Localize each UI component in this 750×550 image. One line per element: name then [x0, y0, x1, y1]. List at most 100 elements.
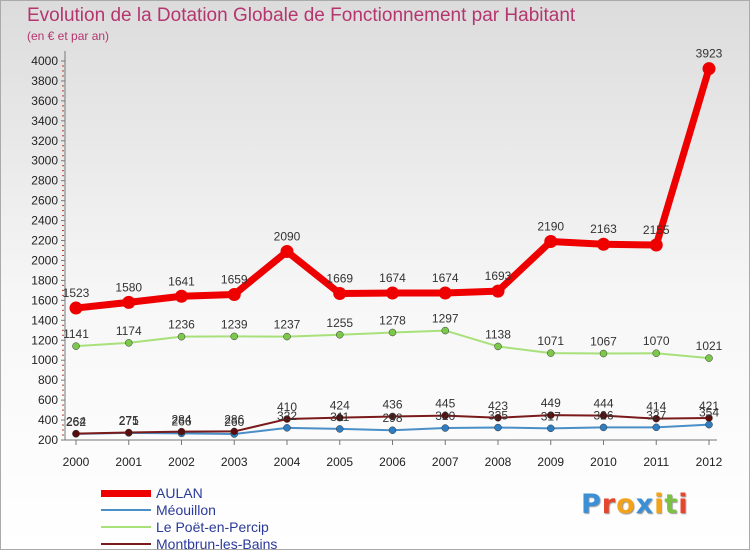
data-point	[438, 286, 452, 300]
data-point	[441, 424, 449, 432]
y-minor-dot	[62, 165, 64, 167]
data-label: 2163	[590, 222, 617, 236]
y-minor-dot	[62, 90, 64, 92]
data-label: 421	[699, 399, 719, 413]
data-label: 1071	[537, 334, 564, 348]
y-tick-label: 200	[38, 433, 58, 447]
data-label: 424	[330, 399, 350, 413]
y-tick-label: 3800	[31, 74, 58, 88]
x-tick-label: 2011	[643, 455, 669, 469]
data-label: 1659	[221, 272, 248, 286]
y-minor-dot	[62, 210, 64, 212]
data-point	[122, 295, 136, 309]
data-label: 1278	[379, 313, 406, 327]
data-label: 1523	[63, 286, 90, 300]
data-label: 1021	[696, 339, 723, 353]
data-point	[177, 427, 186, 436]
y-minor-dot	[62, 409, 64, 411]
data-point	[72, 342, 80, 350]
y-minor-dot	[62, 374, 64, 376]
y-minor-dot	[62, 404, 64, 406]
data-label: 1239	[221, 317, 248, 331]
data-label: 271	[119, 414, 139, 428]
x-tick-label: 2000	[63, 455, 90, 469]
data-point	[599, 349, 608, 358]
data-label: 262	[66, 415, 86, 429]
data-label: 284	[171, 413, 191, 427]
data-label: 322	[277, 409, 297, 423]
data-label: 354	[699, 406, 719, 420]
y-minor-dot	[62, 95, 64, 97]
data-point	[125, 339, 133, 347]
y-minor-dot	[62, 175, 64, 177]
y-minor-dot	[62, 195, 64, 197]
logo-letter: t	[664, 489, 679, 520]
data-point	[652, 349, 660, 357]
data-point	[230, 427, 238, 436]
x-tick-label: 2009	[537, 455, 564, 469]
y-minor-dot	[62, 369, 64, 371]
data-label: 2155	[643, 223, 670, 237]
y-minor-dot	[62, 289, 64, 291]
y-tick-label: 3200	[31, 134, 58, 148]
y-minor-dot	[62, 424, 64, 426]
data-label: 1236	[168, 318, 195, 332]
x-tick-label: 2010	[590, 455, 617, 469]
data-label: 1255	[326, 316, 353, 330]
y-minor-dot	[62, 344, 64, 346]
y-minor-dot	[62, 324, 64, 326]
data-point	[705, 420, 713, 429]
x-tick-label: 2005	[326, 455, 353, 469]
legend-swatch-montbrun-les-bains	[101, 543, 151, 545]
y-minor-dot	[62, 254, 64, 256]
proxiti-logo: Proxiti	[581, 489, 689, 520]
data-point	[388, 426, 397, 434]
data-point	[705, 354, 713, 362]
y-minor-dot	[62, 215, 64, 217]
data-label: 1174	[116, 324, 142, 338]
data-point	[388, 328, 397, 337]
data-label: 414	[646, 400, 666, 414]
data-point	[547, 424, 555, 433]
data-point	[705, 414, 713, 422]
data-point	[494, 414, 502, 422]
data-label: 298	[382, 411, 402, 425]
legend-swatch-aulan	[101, 490, 151, 497]
data-point	[441, 326, 449, 335]
data-label: 1580	[115, 280, 142, 294]
legend-swatch-meouillon	[101, 509, 151, 511]
data-label: 1674	[379, 271, 406, 285]
data-point	[69, 301, 83, 315]
y-tick-label: 2600	[31, 194, 58, 208]
y-minor-dot	[62, 334, 64, 336]
data-point	[336, 425, 344, 433]
data-point	[333, 286, 347, 300]
data-label: 410	[277, 400, 297, 414]
data-label: 320	[435, 409, 455, 423]
data-point	[125, 428, 133, 437]
data-label: 264	[66, 415, 86, 429]
y-minor-dot	[62, 135, 64, 137]
x-tick-label: 2006	[379, 455, 406, 469]
data-label: 2090	[274, 229, 301, 243]
data-label: 317	[541, 409, 561, 423]
data-point	[388, 412, 397, 421]
data-label: 444	[593, 397, 613, 411]
y-minor-dot	[62, 155, 64, 157]
data-point	[599, 411, 608, 420]
y-minor-dot	[62, 245, 64, 247]
y-tick-label: 2800	[31, 174, 58, 188]
data-label: 1693	[485, 269, 512, 283]
y-tick-label: 400	[38, 413, 58, 427]
y-tick-label: 600	[38, 393, 58, 407]
x-tick-label: 2008	[485, 455, 512, 469]
data-label: 423	[488, 399, 508, 413]
x-tick-label: 2003	[221, 455, 248, 469]
y-minor-dot	[62, 170, 64, 172]
y-minor-dot	[62, 394, 64, 396]
y-minor-dot	[62, 150, 64, 152]
y-minor-dot	[62, 284, 64, 286]
data-label: 260	[224, 415, 244, 429]
y-minor-dot	[62, 205, 64, 207]
